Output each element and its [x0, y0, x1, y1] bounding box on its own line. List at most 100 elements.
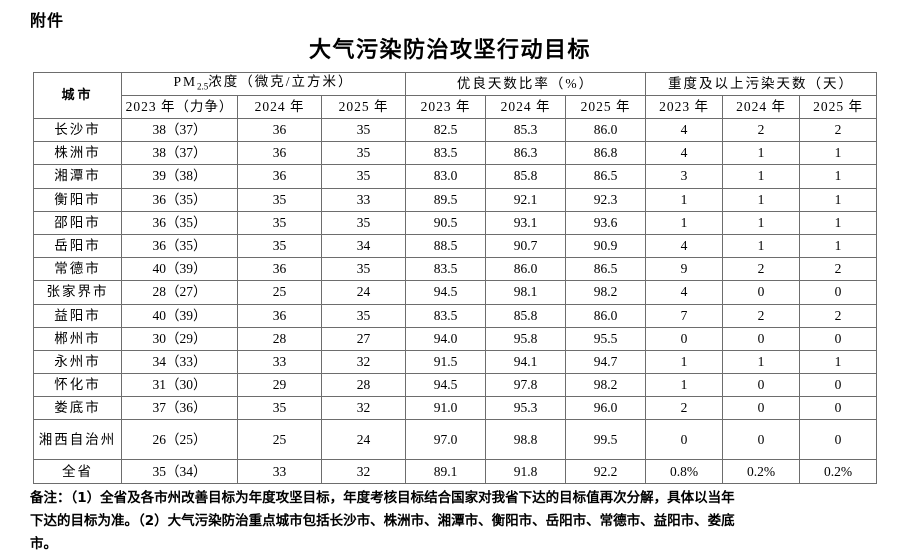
cell-gooddays-2024: 85.8 — [485, 303, 566, 328]
cell-pm25-2024: 36 — [237, 257, 322, 282]
cell-heavydays-2024: 0 — [722, 396, 801, 421]
cell-gooddays-2024: 86.0 — [485, 257, 566, 282]
table-row: 衡阳市 36（35） 35 33 89.5 92.1 92.3 1 1 1 — [33, 187, 878, 212]
cell-gooddays-2023: 88.5 — [405, 233, 486, 259]
cell-heavydays-2024: 2 — [722, 303, 801, 328]
cell-gooddays-2023: 94.5 — [405, 280, 486, 305]
table-row: 湘潭市 39（38） 36 35 83.0 85.8 86.5 3 1 1 — [33, 164, 878, 189]
cell-gooddays-2023: 97.0 — [405, 419, 486, 461]
footnote-line-3: 市。 — [30, 536, 57, 552]
cell-pm25-2025: 35 — [321, 303, 406, 328]
cell-heavydays-2023: 1 — [645, 187, 724, 212]
footnote-line-2: 下达的目标为准。（2）大气污染防治重点城市包括长沙市、株洲市、湘潭市、衡阳市、岳… — [30, 513, 735, 529]
page-title: 大气污染防治攻坚行动目标 — [308, 38, 591, 63]
pm-suffix: 浓度（微克/立方米） — [208, 73, 354, 89]
cell-gooddays-2023: 83.5 — [405, 257, 486, 282]
row-city-label: 岳阳市 — [33, 233, 122, 259]
cell-gooddays-2024: 98.1 — [485, 280, 566, 305]
table-row: 张家界市 28（27） 25 24 94.5 98.1 98.2 4 0 0 — [33, 280, 878, 305]
table-row: 邵阳市 36（35） 35 35 90.5 93.1 93.6 1 1 1 — [33, 210, 878, 235]
cell-gooddays-2023: 82.5 — [405, 117, 486, 143]
cell-pm25-2025: 32 — [321, 459, 406, 484]
cell-pm25-2025: 34 — [321, 233, 406, 259]
cell-gooddays-2025: 86.0 — [564, 303, 647, 328]
table-row: 湘西自治州 26（25） 25 24 97.0 98.8 99.5 0 0 0 — [33, 419, 878, 461]
cell-heavydays-2025: 2 — [799, 303, 878, 328]
cell-heavydays-2023: 9 — [645, 257, 724, 282]
table-row: 岳阳市 36（35） 35 34 88.5 90.7 90.9 4 1 1 — [33, 233, 878, 259]
cell-heavydays-2023: 4 — [645, 280, 724, 305]
cell-pm25-2025: 35 — [321, 210, 406, 235]
cell-gooddays-2025: 86.0 — [564, 117, 647, 143]
cell-heavydays-2023: 4 — [645, 233, 724, 259]
cell-pm25-2025: 28 — [321, 373, 406, 398]
cell-pm25-2024: 29 — [237, 373, 322, 398]
cell-pm25-2025: 35 — [321, 141, 406, 166]
cell-gooddays-2024: 92.1 — [485, 187, 566, 212]
cell-pm25-2023: 36（35） — [121, 187, 238, 212]
row-city-label: 张家界市 — [33, 280, 122, 305]
cell-gooddays-2024: 90.7 — [485, 233, 566, 259]
cell-heavydays-2023: 1 — [645, 349, 724, 375]
cell-pm25-2025: 24 — [321, 419, 406, 461]
cell-gooddays-2023: 91.5 — [405, 349, 486, 375]
table-row: 长沙市 38（37） 36 35 82.5 85.3 86.0 4 2 2 — [33, 117, 878, 143]
cell-pm25-2023: 39（38） — [121, 164, 238, 189]
cell-heavydays-2024: 2 — [722, 117, 801, 143]
cell-heavydays-2024: 1 — [722, 141, 801, 166]
table-footnote: 备注：（1）全省及各市州改善目标为年度攻坚目标，年度考核目标结合国家对我省下达的… — [30, 487, 875, 556]
row-city-label: 长沙市 — [33, 117, 122, 143]
cell-heavydays-2025: 1 — [799, 349, 878, 375]
column-header-city: 城市 — [33, 72, 122, 119]
cell-gooddays-2024: 94.1 — [485, 349, 566, 375]
cell-gooddays-2025: 86.5 — [564, 257, 647, 282]
column-header-gooddays-2024: 2024 年 — [485, 95, 566, 119]
cell-pm25-2023: 38（37） — [121, 141, 238, 166]
cell-pm25-2025: 35 — [321, 164, 406, 189]
cell-gooddays-2023: 89.1 — [405, 459, 486, 484]
cell-gooddays-2025: 92.2 — [564, 459, 647, 484]
row-city-label: 株洲市 — [33, 141, 122, 166]
cell-gooddays-2025: 94.7 — [564, 349, 647, 375]
cell-gooddays-2025: 93.6 — [564, 210, 647, 235]
cell-pm25-2024: 33 — [237, 459, 322, 484]
cell-pm25-2023: 26（25） — [121, 419, 238, 461]
cell-gooddays-2023: 83.5 — [405, 141, 486, 166]
cell-heavydays-2024: 0.2% — [722, 459, 801, 484]
cell-heavydays-2023: 3 — [645, 164, 724, 189]
cell-gooddays-2024: 98.8 — [485, 419, 566, 461]
cell-gooddays-2025: 92.3 — [564, 187, 647, 212]
column-header-gooddays-2023: 2023 年 — [405, 95, 486, 119]
footnote-line-1: 备注：（1）全省及各市州改善目标为年度攻坚目标，年度考核目标结合国家对我省下达的… — [30, 490, 735, 506]
cell-pm25-2024: 35 — [237, 233, 322, 259]
cell-pm25-2023: 37（36） — [121, 396, 238, 421]
cell-gooddays-2024: 85.8 — [485, 164, 566, 189]
pm-prefix: PM — [173, 73, 197, 89]
cell-pm25-2025: 33 — [321, 187, 406, 212]
cell-pm25-2023: 31（30） — [121, 373, 238, 398]
row-city-label: 娄底市 — [33, 396, 122, 421]
cell-heavydays-2023: 0 — [645, 326, 724, 351]
cell-pm25-2024: 35 — [237, 187, 322, 212]
cell-gooddays-2025: 98.2 — [564, 373, 647, 398]
cell-gooddays-2025: 96.0 — [564, 396, 647, 421]
table-row: 娄底市 37（36） 35 32 91.0 95.3 96.0 2 0 0 — [33, 396, 878, 421]
cell-pm25-2023: 30（29） — [121, 326, 238, 351]
cell-heavydays-2024: 2 — [722, 257, 801, 282]
attachment-label: 附件 — [30, 11, 65, 30]
column-header-pm25-2025: 2025 年 — [321, 95, 406, 119]
row-city-label: 衡阳市 — [33, 187, 122, 212]
row-city-label: 怀化市 — [33, 373, 122, 398]
cell-heavydays-2025: 0 — [799, 280, 878, 305]
cell-pm25-2023: 36（35） — [121, 210, 238, 235]
table-row: 益阳市 40（39） 36 35 83.5 85.8 86.0 7 2 2 — [33, 303, 878, 328]
cell-heavydays-2025: 0.2% — [799, 459, 878, 484]
row-city-label: 湘西自治州 — [33, 419, 122, 461]
column-group-header-good-days: 优良天数比率（%） — [404, 72, 647, 96]
cell-gooddays-2023: 83.0 — [405, 164, 486, 189]
cell-heavydays-2025: 0 — [799, 326, 878, 351]
air-pollution-goals-table: 城市 PM2.5浓度（微克/立方米） 优良天数比率（%） 重度及以上污染天数（天… — [33, 72, 878, 484]
cell-gooddays-2023: 90.5 — [405, 210, 486, 235]
cell-gooddays-2023: 89.5 — [405, 187, 486, 212]
column-header-pm25-2024: 2024 年 — [237, 95, 322, 119]
